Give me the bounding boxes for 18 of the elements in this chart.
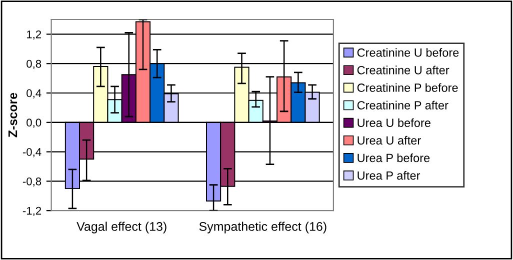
legend-label: Urea U before: [358, 118, 430, 128]
legend-label: Creatinine U before: [357, 48, 459, 57]
y-tick-label: 1,2: [26, 30, 42, 40]
legend-label: Creatinine U after: [357, 66, 450, 74]
y-tick-label: 0,4: [26, 89, 42, 98]
legend-label: Creatinine P after: [357, 100, 448, 110]
y-axis-title: Z-score: [8, 92, 18, 138]
y-tick-label: -0,4: [22, 148, 42, 158]
x-tick-label: Sympathetic effect (16): [199, 222, 326, 234]
legend-label: Creatinine P before: [357, 83, 458, 92]
legend-label: Urea P after: [358, 171, 420, 180]
x-tick-label: Vagal effect (13): [76, 222, 166, 234]
y-tick-label: -0,8: [22, 177, 42, 187]
legend-label: Urea P before: [358, 153, 430, 162]
y-tick-label: 0,8: [26, 60, 42, 70]
y-tick-label: -1,2: [22, 206, 42, 216]
legend-label: Urea U after: [358, 136, 421, 145]
y-tick-label: 0,0: [26, 118, 42, 128]
